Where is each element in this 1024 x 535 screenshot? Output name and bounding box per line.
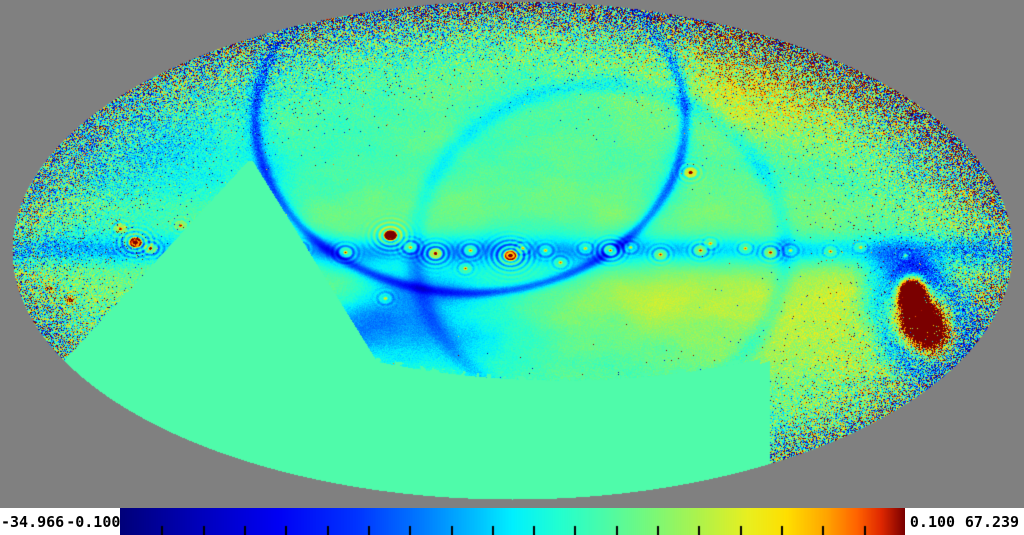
colorbar-negative-threshold-label: -0.100 xyxy=(66,512,121,531)
sky-map-area xyxy=(0,0,1024,504)
colorbar-max-label: 67.239 xyxy=(964,512,1020,531)
colorbar-gradient xyxy=(120,508,905,535)
colorbar-left-labels: -34.966 -0.100 xyxy=(0,508,120,535)
all-sky-mollweide-heatmap xyxy=(0,0,1024,504)
colorbar-right-labels: 0.100 67.239 xyxy=(905,508,1024,535)
colorbar-positive-threshold-label: 0.100 xyxy=(909,512,956,531)
colorbar-row: -34.966 -0.100 0.100 67.239 xyxy=(0,504,1024,535)
colorbar-min-label: -34.966 xyxy=(1,512,65,531)
